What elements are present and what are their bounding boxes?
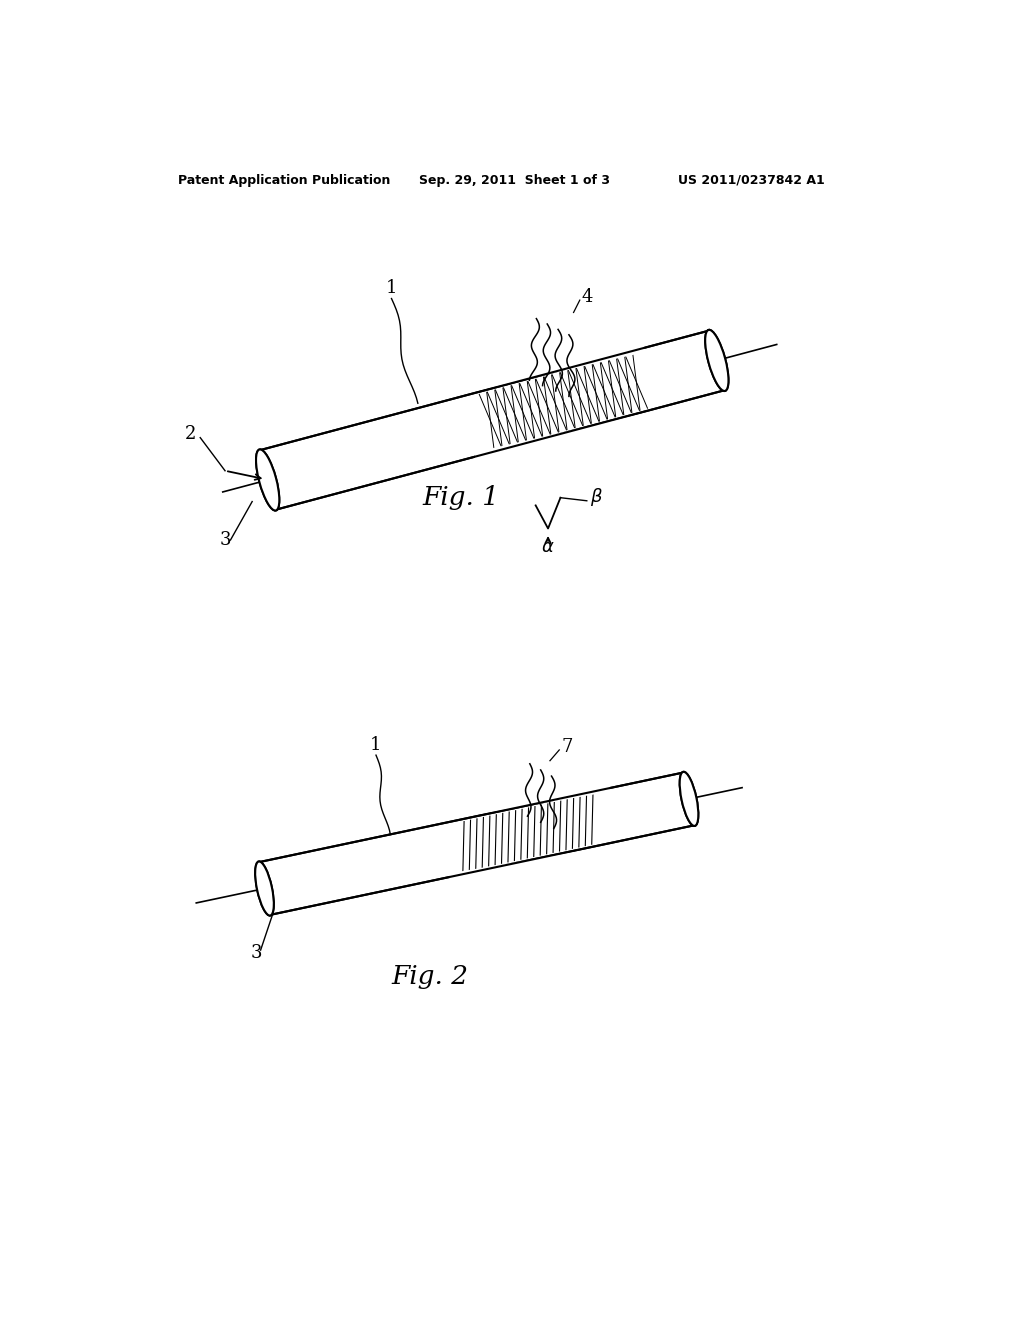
Text: $\beta$: $\beta$ [591, 486, 603, 508]
Text: 2: 2 [184, 425, 196, 442]
Text: $\alpha$: $\alpha$ [542, 537, 555, 556]
Ellipse shape [680, 772, 698, 826]
Ellipse shape [680, 772, 698, 826]
Ellipse shape [255, 862, 273, 916]
Text: Fig. 1: Fig. 1 [423, 484, 500, 510]
Text: US 2011/0237842 A1: US 2011/0237842 A1 [678, 174, 825, 187]
Ellipse shape [256, 449, 280, 511]
Text: 3: 3 [251, 944, 262, 962]
Ellipse shape [706, 330, 728, 391]
Text: 3: 3 [219, 532, 230, 549]
Text: 7: 7 [561, 738, 572, 756]
Text: Sep. 29, 2011  Sheet 1 of 3: Sep. 29, 2011 Sheet 1 of 3 [419, 174, 609, 187]
Text: Patent Application Publication: Patent Application Publication [178, 174, 391, 187]
Polygon shape [475, 413, 644, 471]
Text: 1: 1 [371, 735, 382, 754]
Text: 4: 4 [581, 288, 593, 306]
Polygon shape [475, 334, 644, 391]
Polygon shape [450, 846, 609, 895]
Text: Fig. 2: Fig. 2 [392, 964, 469, 989]
Ellipse shape [255, 862, 273, 916]
Text: 1: 1 [386, 279, 397, 297]
Polygon shape [450, 770, 609, 818]
Ellipse shape [256, 449, 280, 511]
Ellipse shape [706, 330, 728, 391]
